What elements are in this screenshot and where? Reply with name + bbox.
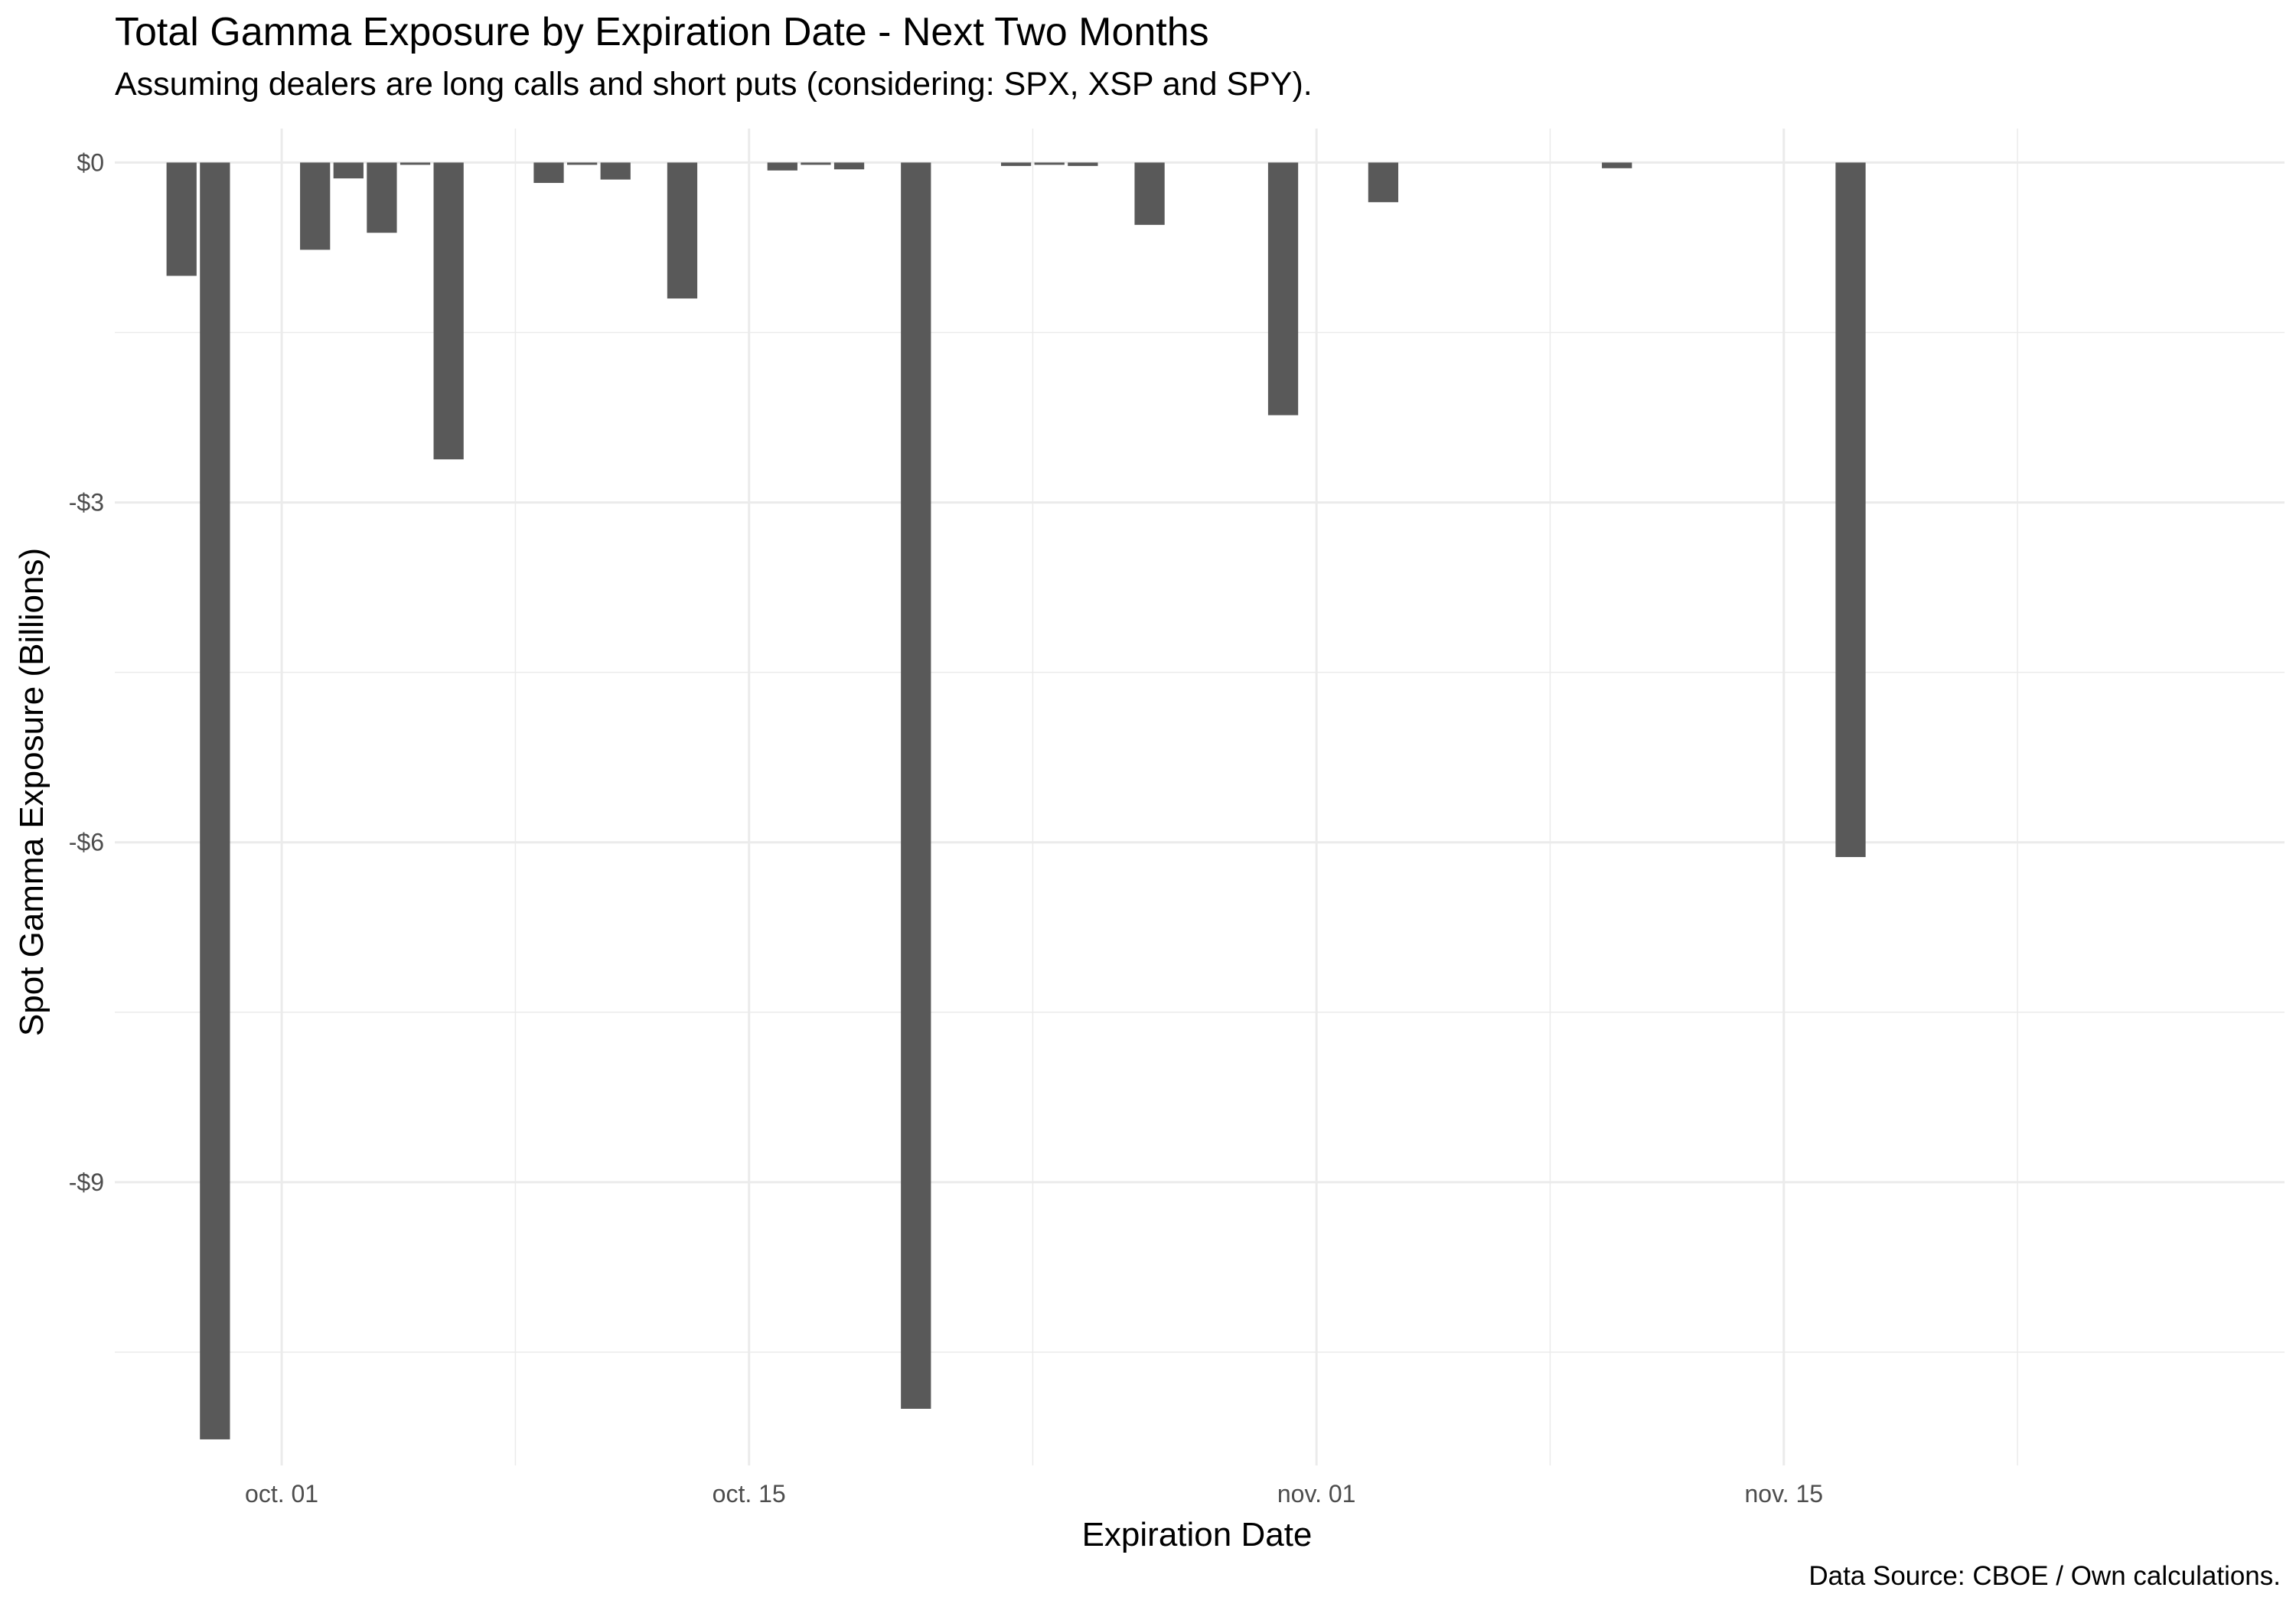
- x-tick-label: oct. 01: [245, 1480, 318, 1508]
- y-tick-label: -$6: [69, 829, 104, 856]
- gridlines: [115, 129, 2285, 1465]
- chart-subtitle: Assuming dealers are long calls and shor…: [115, 66, 1313, 103]
- x-axis-title: Expiration Date: [1082, 1516, 1313, 1553]
- bar-2023-10-17: [801, 162, 831, 165]
- y-axis-title: Spot Gamma Exposure (Billions): [13, 548, 51, 1036]
- bar-2023-10-18: [833, 162, 865, 170]
- bar-2023-11-17: [1835, 162, 1866, 857]
- x-tick-label: nov. 01: [1277, 1480, 1356, 1508]
- bar-2023-10-16: [767, 162, 797, 171]
- x-tick-label: nov. 15: [1744, 1480, 1823, 1508]
- bar-2023-10-11: [600, 162, 631, 180]
- y-tick-label: -$3: [69, 489, 104, 517]
- bar-2023-10-04: [367, 162, 397, 233]
- bar-2023-11-10: [1602, 162, 1632, 168]
- data-source-caption: Data Source: CBOE / Own calculations.: [1808, 1561, 2281, 1591]
- x-tick-label: oct. 15: [713, 1480, 786, 1508]
- bar-2023-10-20: [901, 162, 931, 1409]
- chart-title: Total Gamma Exposure by Expiration Date …: [115, 10, 1209, 54]
- bar-2023-10-23: [1000, 162, 1032, 166]
- bar-2023-10-27: [1134, 162, 1165, 225]
- bar-2023-09-28: [166, 162, 197, 276]
- y-tick-label: -$9: [69, 1169, 104, 1196]
- bar-2023-11-03: [1368, 162, 1399, 203]
- bar-2023-10-06: [433, 162, 464, 460]
- bar-2023-10-03: [333, 162, 364, 179]
- tick-labels: $0 -$3 -$6 -$9 oct. 01 oct. 15 nov. 01 nov. 15: [69, 148, 1823, 1508]
- bar-2023-10-31: [1267, 162, 1299, 416]
- bar-2023-10-05: [400, 162, 431, 165]
- bar-2023-10-13: [667, 162, 698, 299]
- bar-2023-10-02: [300, 162, 331, 250]
- bar-2023-10-09: [533, 162, 564, 184]
- bar-2023-10-25: [1068, 162, 1098, 166]
- bar-2023-09-29: [200, 162, 230, 1439]
- bars: [166, 162, 1866, 1439]
- y-tick-label: $0: [77, 148, 104, 176]
- bar-2023-10-10: [566, 162, 598, 165]
- bar-2023-10-24: [1034, 162, 1065, 165]
